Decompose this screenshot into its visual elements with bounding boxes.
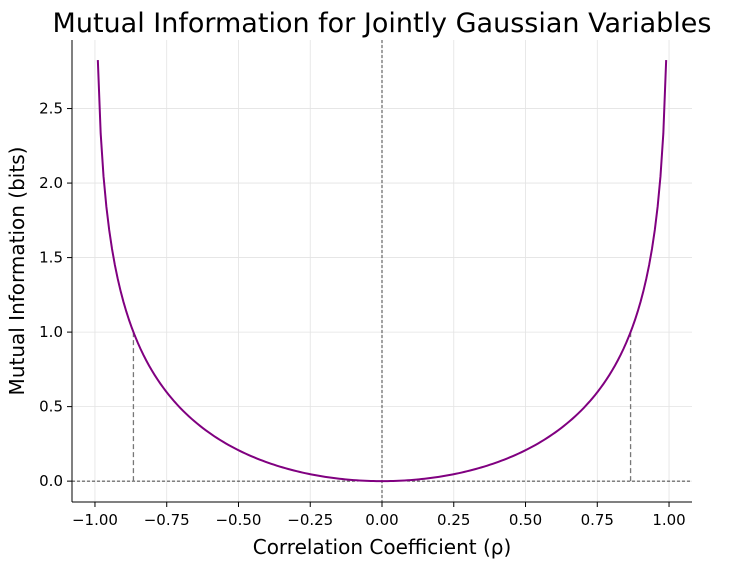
y-tick-label: 1.0 [39,323,63,341]
y-tick-label: 1.5 [39,249,63,267]
chart-title: Mutual Information for Jointly Gaussian … [53,8,712,39]
data-series [96,60,668,483]
x-tick-label: 0.25 [437,511,470,529]
y-tick-label: 2.0 [39,174,63,192]
x-axis-label: Correlation Coefficient (ρ) [253,535,512,559]
x-tick-label: 0.75 [581,511,614,529]
x-tick-label: −0.25 [287,511,333,529]
x-tick-label: 0.50 [509,511,542,529]
y-tick-label: 0.5 [39,398,63,416]
x-tick-label: −0.50 [215,511,261,529]
x-tick-label: −1.00 [72,511,118,529]
y-axis-ticks: 0.0 0.5 1.0 1.5 2.0 2.5 [39,100,72,490]
x-tick-label: 0.00 [365,511,398,529]
y-tick-label: 2.5 [39,100,63,118]
y-axis-label: Mutual Information (bits) [5,147,29,396]
x-axis-ticks: −1.00 −0.75 −0.50 −0.25 0.00 0.25 0.50 0.75 1.00 [72,502,686,529]
marker-lines [132,332,632,482]
x-tick-label: −0.75 [144,511,190,529]
mutual-information-curve [96,60,668,483]
y-tick-label: 0.0 [39,472,63,490]
x-tick-label: 1.00 [652,511,685,529]
